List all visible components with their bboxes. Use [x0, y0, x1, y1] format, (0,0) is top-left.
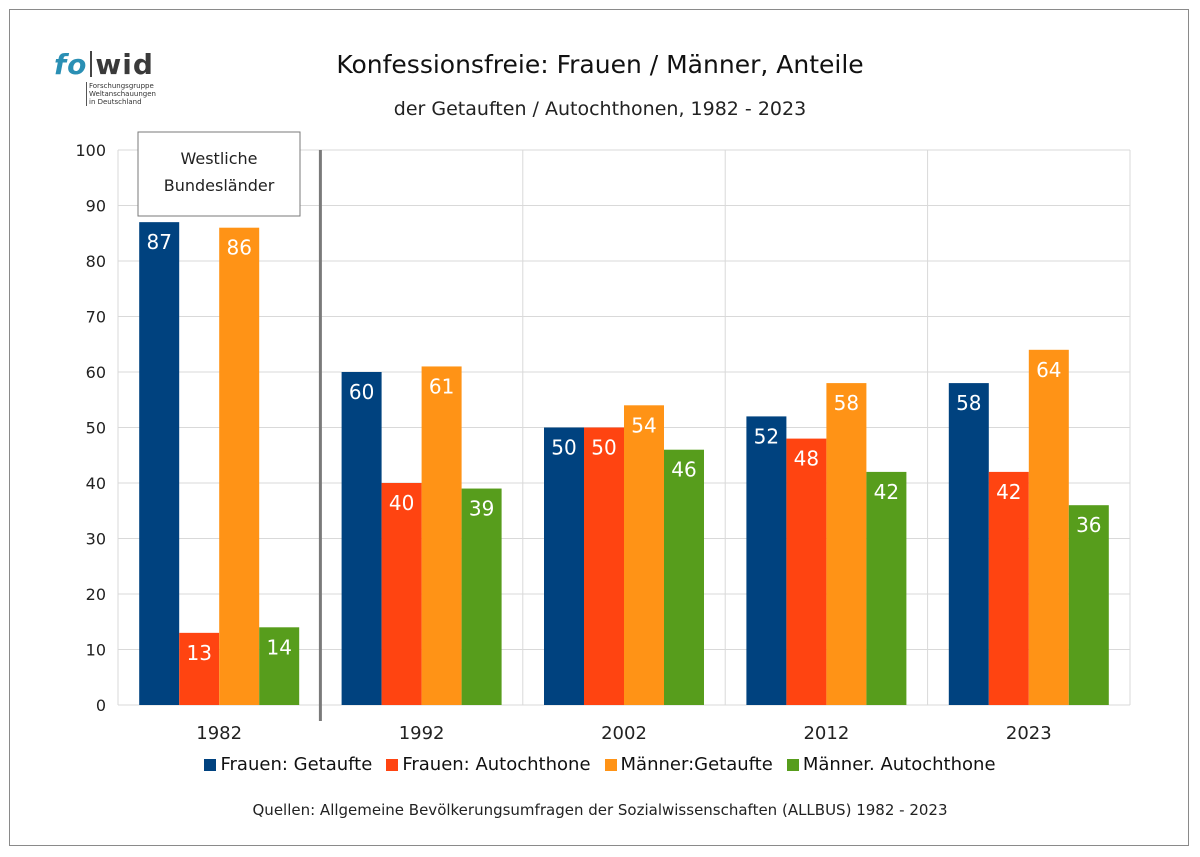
- x-tick-label: 2012: [803, 723, 849, 744]
- bar: [866, 471, 907, 705]
- legend-label: Männer. Autochthone: [802, 754, 996, 775]
- data-label: 87: [146, 230, 171, 254]
- data-label: 50: [591, 436, 616, 460]
- legend-label: Frauen: Getaufte: [220, 754, 373, 775]
- annotation-box: [137, 131, 301, 217]
- y-tick-label: 60: [86, 363, 106, 382]
- data-label: 42: [874, 480, 899, 504]
- data-label: 86: [226, 236, 251, 260]
- legend-swatch: [604, 758, 617, 771]
- bar: [179, 632, 220, 705]
- legend-item: Frauen: Getaufte: [204, 754, 372, 775]
- chart-subtitle: der Getauften / Autochthonen, 1982 - 202…: [393, 98, 807, 120]
- data-label: 58: [834, 391, 859, 415]
- bar: [664, 449, 704, 705]
- data-label: 46: [671, 458, 696, 482]
- data-label: 60: [349, 380, 374, 404]
- fowid-logo: fo wid Forschungsgruppe Weltanschauungen …: [54, 48, 174, 118]
- data-label: 36: [1076, 513, 1101, 537]
- data-label: 42: [996, 480, 1021, 504]
- bar: [1068, 505, 1109, 705]
- y-tick-label: 90: [86, 197, 106, 216]
- logo-fo: fo: [54, 48, 88, 81]
- y-tick-label: 10: [86, 641, 106, 660]
- x-tick-label: 1982: [196, 723, 242, 744]
- data-label: 61: [429, 374, 454, 398]
- bar: [624, 405, 664, 705]
- data-label: 52: [754, 424, 779, 448]
- y-tick-label: 0: [96, 696, 106, 715]
- data-label: 48: [794, 447, 819, 471]
- bar: [219, 227, 260, 705]
- bar: [461, 488, 502, 705]
- x-tick-label: 1992: [399, 723, 445, 744]
- legend-swatch: [204, 758, 217, 771]
- bar: [746, 416, 787, 705]
- legend-item: Männer:Getaufte: [604, 754, 773, 775]
- bar: [341, 372, 382, 705]
- data-label: 39: [469, 497, 494, 521]
- bar: [948, 383, 989, 705]
- y-tick-label: 80: [86, 252, 106, 271]
- legend-swatch: [786, 758, 799, 771]
- logo-wid: wid: [95, 48, 154, 81]
- data-label: 58: [956, 391, 981, 415]
- legend: Frauen: Getaufte Frauen: Autochthone Männe…: [0, 754, 1200, 775]
- y-tick-label: 100: [75, 141, 106, 160]
- data-label: 40: [389, 491, 414, 515]
- bar: [786, 438, 827, 705]
- y-tick-label: 50: [86, 419, 106, 438]
- bar: [826, 383, 867, 705]
- bar: [421, 366, 462, 705]
- data-label: 14: [266, 635, 291, 659]
- data-label: 54: [631, 413, 656, 437]
- data-label: 64: [1036, 358, 1061, 382]
- legend-label: Frauen: Autochthone: [402, 754, 591, 775]
- data-label: 50: [551, 436, 576, 460]
- logo-subtitle: Forschungsgruppe Weltanschauungen in Deu…: [86, 82, 156, 106]
- legend-item: Männer. Autochthone: [786, 754, 996, 775]
- bar: [1028, 349, 1069, 705]
- x-tick-label: 2023: [1006, 723, 1052, 744]
- y-tick-label: 20: [86, 585, 106, 604]
- x-tick-label: 2002: [601, 723, 647, 744]
- annotation-text: Bundesländer: [164, 176, 275, 195]
- legend-item: Frauen: Autochthone: [386, 754, 591, 775]
- legend-label: Männer:Getaufte: [620, 754, 773, 775]
- chart-title: Konfessionsfreie: Frauen / Männer, Antei…: [336, 50, 864, 79]
- bar: [988, 471, 1029, 705]
- bar: [544, 427, 584, 705]
- y-tick-label: 40: [86, 474, 106, 493]
- legend-swatch: [386, 758, 399, 771]
- bar: [584, 427, 624, 705]
- bar: [139, 222, 180, 705]
- data-label: 13: [186, 641, 211, 665]
- logo-wordmark: fo wid: [54, 48, 154, 82]
- annotation-text: Westliche: [180, 149, 257, 168]
- y-tick-label: 30: [86, 530, 106, 549]
- y-tick-label: 70: [86, 308, 106, 327]
- bar: [381, 483, 422, 705]
- source-note: Quellen: Allgemeine Bevölkerungsumfragen…: [252, 801, 948, 819]
- bar: [259, 627, 300, 705]
